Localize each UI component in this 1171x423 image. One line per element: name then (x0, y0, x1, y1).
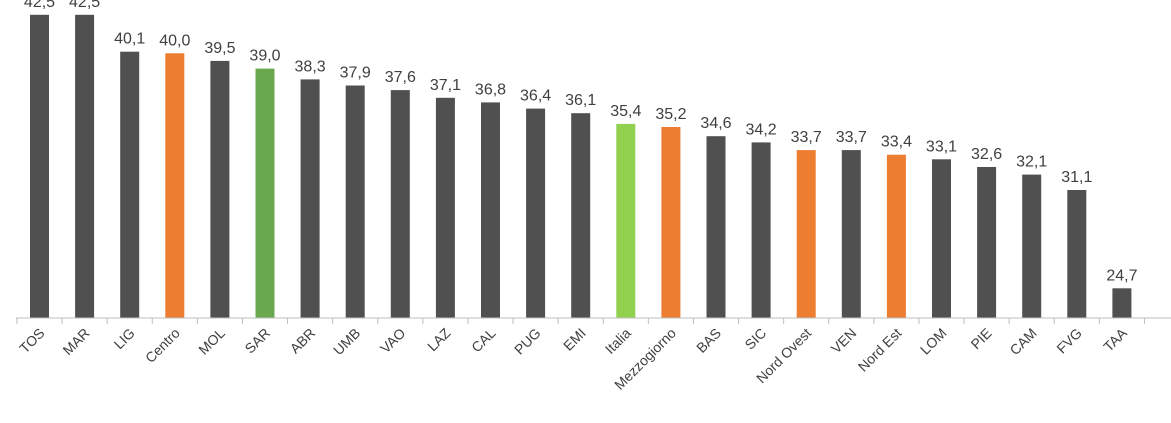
value-label: 40,0 (159, 32, 190, 49)
bar-nord-ovest (796, 150, 816, 318)
category-label: PIE (967, 325, 994, 352)
category-label: EMI (560, 325, 589, 354)
value-label: 37,9 (340, 65, 371, 82)
bar-vao (390, 90, 410, 318)
bar-fvg (1067, 190, 1087, 318)
bar-italia (616, 123, 636, 319)
value-label: 33,7 (791, 129, 822, 146)
value-label: 31,1 (1061, 169, 1092, 186)
category-label: LOM (917, 325, 950, 358)
value-label: 34,2 (746, 121, 777, 138)
bar-mezzogiorno (661, 127, 681, 318)
value-label: 32,6 (971, 146, 1002, 163)
bar-pie (977, 167, 997, 318)
value-label: 36,1 (565, 92, 596, 109)
category-label: VAO (377, 325, 409, 357)
category-label: Nord Est (855, 325, 905, 375)
category-label: TOS (16, 325, 47, 356)
category-labels-group: TOS MAR LIG Centro MOL SAR ABR UMB VAO LAZ CAL PUG E… (16, 324, 1130, 392)
category-label: ABR (287, 325, 319, 357)
category-label: Italia (602, 325, 634, 357)
bar-tos (30, 14, 49, 319)
category-label: CAM (1006, 325, 1039, 358)
bar-ven (841, 150, 861, 318)
category-label: MAR (59, 325, 92, 358)
value-label: 36,8 (475, 81, 506, 98)
bar-mol (210, 60, 230, 319)
value-label: 34,6 (700, 115, 731, 132)
bar-mar (75, 14, 95, 319)
category-label: VEN (828, 325, 860, 357)
value-label: 40,1 (114, 31, 145, 48)
bar-bas (706, 136, 726, 318)
value-label: 33,4 (881, 134, 912, 151)
value-label: 37,6 (385, 69, 416, 86)
category-label: PUG (511, 325, 544, 358)
x-axis-ticks (16, 318, 1145, 324)
category-label: TAA (1100, 324, 1130, 354)
value-label: 36,4 (520, 88, 551, 105)
bar-cam (1022, 174, 1042, 318)
bar-emi (571, 113, 591, 318)
bar-umb (345, 85, 365, 318)
value-label: 33,1 (926, 138, 957, 155)
value-label: 24,7 (1106, 267, 1137, 284)
value-label: 42,5 (69, 0, 100, 11)
category-label: BAS (693, 325, 724, 356)
value-label: 32,1 (1016, 154, 1047, 171)
category-label: UMB (330, 325, 363, 358)
value-label: 37,1 (430, 77, 461, 94)
value-label: 35,2 (655, 106, 686, 123)
category-label: CAL (468, 325, 499, 356)
category-label: Centro (142, 325, 183, 366)
value-label: 33,7 (836, 129, 867, 146)
bar-centro (165, 53, 185, 319)
bar-laz (435, 97, 455, 318)
value-label: 38,3 (295, 58, 326, 75)
bar-sar (255, 68, 275, 318)
bar-abr (300, 79, 320, 319)
category-label: FVG (1053, 325, 1085, 357)
bar-pug (526, 108, 546, 318)
category-label: LIG (111, 325, 138, 352)
value-label: 42,5 (24, 0, 55, 11)
category-label: MOL (195, 325, 228, 358)
bar-lig (120, 51, 140, 318)
bar-nord-est (886, 154, 906, 318)
value-label: 35,4 (610, 103, 641, 120)
value-label: 39,5 (204, 40, 235, 57)
bar-taa (1112, 288, 1132, 318)
bars-group (30, 14, 1132, 319)
bar-lom (932, 159, 951, 318)
value-labels-group: 42,5 42,5 40,1 40,0 39,5 39,0 38,3 37,9 37,6 37,1… (24, 0, 1138, 284)
category-label: SAR (241, 325, 273, 357)
category-label: SIC (741, 325, 769, 353)
category-label: LAZ (424, 324, 454, 354)
bar-sic (751, 142, 771, 318)
value-label: 39,0 (249, 48, 280, 65)
bar-cal (481, 102, 500, 319)
